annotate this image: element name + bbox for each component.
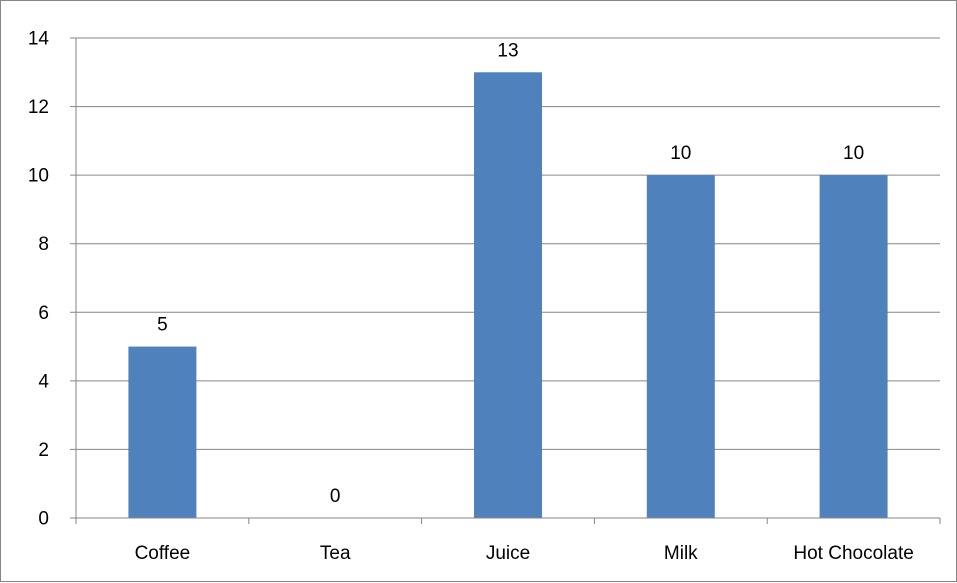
data-label: 0: [330, 486, 341, 507]
y-tick-label: 2: [38, 440, 49, 461]
y-tick-label: 10: [28, 166, 49, 187]
bar-coffee: [128, 346, 197, 518]
bar-hot-chocolate: [819, 175, 888, 518]
y-tick-label: 0: [38, 509, 49, 530]
bars: [128, 72, 888, 519]
data-label: 10: [670, 143, 691, 164]
x-tick-label: Juice: [486, 543, 530, 564]
data-label: 5: [157, 315, 168, 336]
y-tick-label: 14: [28, 29, 50, 50]
y-tick-label: 12: [28, 97, 49, 118]
bar-juice: [474, 72, 542, 519]
bar-milk: [646, 175, 715, 518]
x-tick-label: Milk: [664, 543, 698, 564]
x-tick-label: Tea: [320, 543, 351, 564]
axes: [70, 37, 941, 524]
x-tick-label: Hot Chocolate: [793, 543, 913, 564]
y-tick-label: 4: [38, 371, 49, 392]
labels: 0 2 4 6 8 10 12 14 5 Coffee 0 Tea 13 Juice 10 Milk 10 Hot…: [28, 29, 914, 565]
y-tick-label: 6: [38, 303, 49, 324]
data-label: 10: [843, 143, 864, 164]
y-tick-label: 8: [38, 234, 49, 255]
data-label: 13: [497, 40, 518, 61]
x-tick-label: Coffee: [135, 543, 191, 564]
